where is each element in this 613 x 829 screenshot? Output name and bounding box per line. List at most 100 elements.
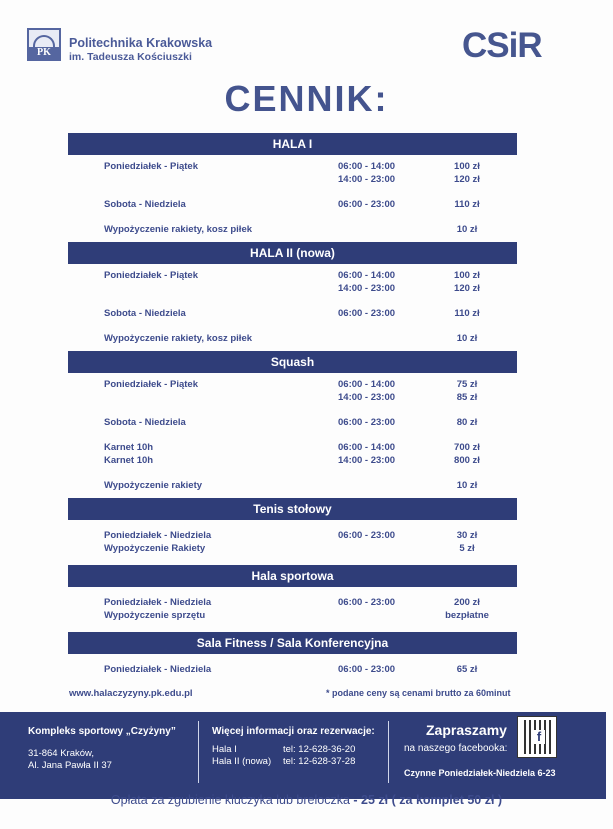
- price-group: Wypożyczenie rakiety, kosz piłek 10 zł: [68, 223, 517, 236]
- time-range: 06:00 - 23:00: [338, 530, 396, 541]
- price: 110 zł: [454, 308, 480, 319]
- price-row: Poniedziałek - Piątek 06:00 - 14:00 100 zł: [68, 269, 517, 282]
- time-range: 06:00 - 23:00: [338, 199, 396, 210]
- price-row: Poniedziałek - Niedziela 06:00 - 23:00 200…: [68, 596, 517, 609]
- section-body: Poniedziałek - Piątek 06:00 - 14:00 100 zł…: [68, 264, 517, 351]
- price-group: Wypożyczenie rakiety, kosz piłek 10 zł: [68, 332, 517, 345]
- price: 30 zł: [456, 530, 478, 541]
- time-range: 14:00 - 23:00: [338, 174, 396, 185]
- row-label: Poniedziałek - Niedziela: [104, 597, 212, 608]
- page-title: CENNIK:: [224, 78, 389, 119]
- price-row: Poniedziałek - Piątek 06:00 - 14:00 75 zł: [68, 378, 517, 391]
- price-row: Sobota - Niedziela 06:00 - 23:00 110 zł: [68, 307, 517, 320]
- complex-title: Kompleks sportowy „Czyżyny”: [28, 726, 176, 737]
- university-name: Politechnika Krakowska: [69, 36, 213, 50]
- price: 110 zł: [454, 199, 480, 210]
- info-title: Więcej informacji oraz rezerwacje:: [212, 726, 375, 737]
- section-header: Tenis stołowy: [68, 498, 517, 520]
- key-loss-fee: Opłata za zgubienie kluczyka lub brelocz…: [0, 793, 613, 807]
- price-row: Karnet 10h 14:00 - 23:00 800 zł: [68, 454, 517, 467]
- row-label: Poniedziałek - Piątek: [104, 379, 198, 390]
- price: 5 zł: [459, 543, 475, 554]
- price: 10 zł: [456, 224, 478, 235]
- price: 120 zł: [454, 283, 480, 294]
- time-range: 06:00 - 23:00: [338, 597, 396, 608]
- price-group: Poniedziałek - Niedziela 06:00 - 23:00 30 …: [68, 529, 517, 555]
- price-group: Poniedziałek - Piątek 06:00 - 14:00 75 zł 1…: [68, 378, 517, 404]
- price-row: Wypożyczenie rakiety 10 zł: [68, 479, 517, 492]
- row-label: Wypożyczenie Rakiety: [104, 543, 206, 554]
- price-row: 14:00 - 23:00 85 zł: [68, 391, 517, 404]
- price-row: Karnet 10h 06:00 - 14:00 700 zł: [68, 441, 517, 454]
- price: 120 zł: [454, 174, 480, 185]
- price-row: Wypożyczenie rakiety, kosz piłek 10 zł: [68, 332, 517, 345]
- time-range: 06:00 - 23:00: [338, 417, 396, 428]
- price: 65 zł: [456, 664, 478, 675]
- hall1-label: Hala I: [212, 744, 237, 755]
- row-label: Sobota - Niedziela: [104, 417, 186, 428]
- price-group: Poniedziałek - Piątek 06:00 - 14:00 100 zł…: [68, 269, 517, 295]
- section-header: HALA II (nowa): [68, 242, 517, 264]
- address-line-1: 31-864 Kraków,: [28, 748, 95, 759]
- price-row: Sobota - Niedziela 06:00 - 23:00 110 zł: [68, 198, 517, 211]
- price-group: Sobota - Niedziela 06:00 - 23:00 110 zł: [68, 198, 517, 211]
- price: 200 zł: [454, 597, 480, 608]
- csir-logo: CSiR: [462, 26, 543, 65]
- hall1-phone: tel: 12-628-36-20: [283, 744, 356, 755]
- price: 100 zł: [454, 161, 480, 172]
- row-label: Wypożyczenie sprzętu: [104, 610, 206, 621]
- section-header: Sala Fitness / Sala Konferencyjna: [68, 632, 517, 654]
- row-label: Karnet 10h: [104, 455, 154, 466]
- divider: [198, 721, 199, 783]
- price-row: Poniedziałek - Piątek 06:00 - 14:00 100 zł: [68, 160, 517, 173]
- price: 700 zł: [454, 442, 480, 453]
- price: 10 zł: [456, 480, 478, 491]
- row-label: Poniedziałek - Niedziela: [104, 664, 212, 675]
- price-row: Wypożyczenie rakiety, kosz piłek 10 zł: [68, 223, 517, 236]
- pk-logo: PK: [27, 28, 61, 61]
- time-range: 14:00 - 23:00: [338, 455, 396, 466]
- fee-amount: - 25 zł ( za komplet 50 zł ): [353, 793, 503, 807]
- section-body: Poniedziałek - Piątek 06:00 - 14:00 100 zł…: [68, 155, 517, 242]
- price-row: 14:00 - 23:00 120 zł: [68, 282, 517, 295]
- price-row: Sobota - Niedziela 06:00 - 23:00 80 zł: [68, 416, 517, 429]
- price: 75 zł: [456, 379, 478, 390]
- time-range: 06:00 - 14:00: [338, 270, 396, 281]
- row-label: Poniedziałek - Niedziela: [104, 530, 212, 541]
- row-label: Wypożyczenie rakiety, kosz piłek: [104, 224, 253, 235]
- price-list: HALA I Poniedziałek - Piątek 06:00 - 14:00…: [68, 133, 517, 686]
- info-box: Kompleks sportowy „Czyżyny” 31-864 Krakó…: [0, 712, 606, 799]
- price-group: Karnet 10h 06:00 - 14:00 700 zł Karnet 10h 1…: [68, 441, 517, 467]
- invite-subtitle: na naszego facebooka:: [404, 743, 508, 754]
- invite-heading: Zapraszamy: [426, 722, 507, 738]
- row-label: Wypożyczenie rakiety, kosz piłek: [104, 333, 253, 344]
- university-subtitle: im. Tadeusza Kościuszki: [69, 51, 192, 63]
- row-label: Poniedziałek - Piątek: [104, 270, 198, 281]
- row-label: Sobota - Niedziela: [104, 199, 186, 210]
- price: 85 zł: [456, 392, 478, 403]
- price-group: Poniedziałek - Piątek 06:00 - 14:00 100 zł…: [68, 160, 517, 186]
- facebook-qr-code[interactable]: f: [517, 716, 557, 758]
- price-group: Sobota - Niedziela 06:00 - 23:00 110 zł: [68, 307, 517, 320]
- divider: [388, 721, 389, 783]
- address-line-2: Al. Jana Pawła II 37: [28, 760, 112, 771]
- time-range: 06:00 - 23:00: [338, 308, 396, 319]
- price: 800 zł: [454, 455, 480, 466]
- fee-text: Opłata za zgubienie kluczyka lub brelocz…: [110, 793, 350, 807]
- section-body: Poniedziałek - Niedziela 06:00 - 23:00 200…: [68, 587, 517, 632]
- section-body: Poniedziałek - Niedziela 06:00 - 23:00 65 …: [68, 654, 517, 686]
- time-range: 06:00 - 14:00: [338, 161, 396, 172]
- price-row: Poniedziałek - Niedziela 06:00 - 23:00 65 …: [68, 663, 517, 676]
- price-note: * podane ceny są cenami brutto za 60minu…: [326, 688, 511, 698]
- opening-hours: Czynne Poniedziałek-Niedziela 6-23: [404, 768, 556, 778]
- time-range: 06:00 - 14:00: [338, 379, 396, 390]
- section-header: Hala sportowa: [68, 565, 517, 587]
- section-header: HALA I: [68, 133, 517, 155]
- time-range: 14:00 - 23:00: [338, 283, 396, 294]
- section-header: Squash: [68, 351, 517, 373]
- section-body: Poniedziałek - Niedziela 06:00 - 23:00 30 …: [68, 520, 517, 565]
- hall2-label: Hala II (nowa): [212, 756, 272, 767]
- time-range: 14:00 - 23:00: [338, 392, 396, 403]
- website-link[interactable]: www.halaczyzyny.pk.edu.pl: [69, 688, 193, 699]
- row-label: Sobota - Niedziela: [104, 308, 186, 319]
